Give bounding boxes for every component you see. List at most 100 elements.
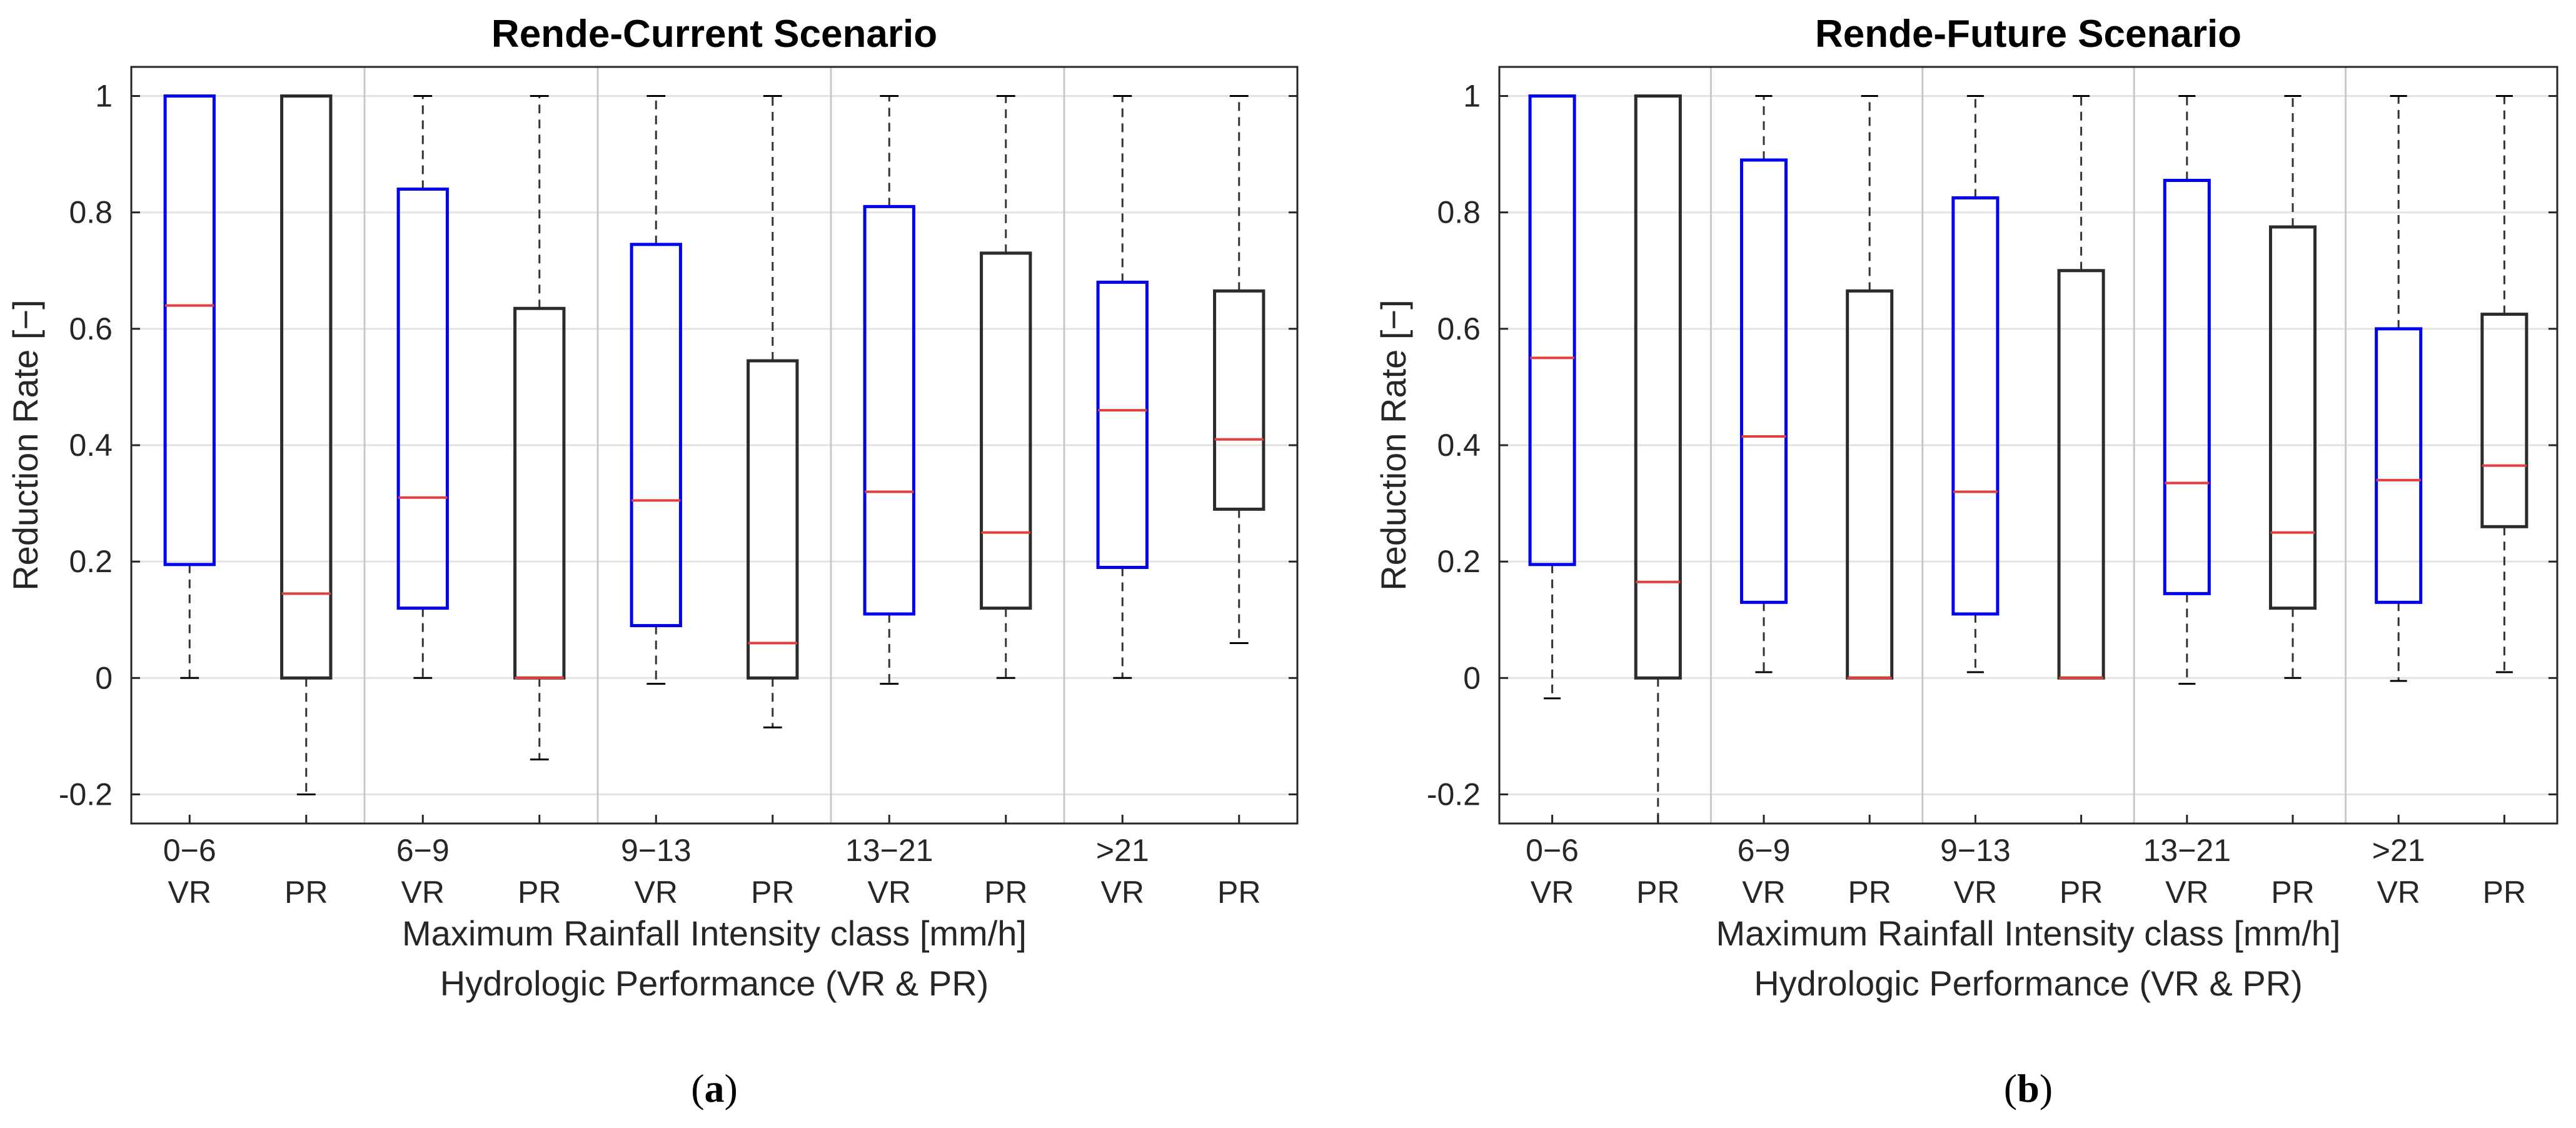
box-vr-group-1	[163, 94, 216, 679]
y-tick-label: 0.8	[1437, 195, 1481, 230]
panel-label-part: (	[691, 1066, 704, 1110]
y-tick-label: 0.8	[69, 195, 113, 230]
box-pr-group-2	[513, 95, 566, 761]
x-class-label: 9−13	[1940, 833, 2011, 868]
chart-panel-a: -0.2 0 0.2 0.4 0.6 0.8 1 0−6 VR PR 6−9 VR PR 9−13 VR PR…	[6, 13, 1299, 1110]
x-class-label: 0−6	[163, 833, 216, 868]
y-tick-label: -0.2	[59, 777, 113, 812]
panel-label-part: b	[2017, 1066, 2040, 1110]
panel-label: (b)	[2004, 1066, 2053, 1110]
box-iqr	[396, 187, 449, 610]
box-iqr	[1634, 94, 1682, 680]
box-iqr	[2057, 269, 2105, 680]
y-tick-label: 0.2	[69, 544, 113, 579]
box-vr-group-2	[1739, 95, 1788, 673]
box-vr-group-4	[2163, 95, 2211, 685]
box-iqr	[513, 306, 566, 680]
box-iqr	[1846, 289, 1894, 680]
chart-title: Rende-Future Scenario	[1815, 13, 2241, 56]
box-vr-group-3	[630, 95, 682, 685]
y-tick-label: 0.6	[1437, 311, 1481, 346]
box-iqr	[280, 94, 333, 680]
x-axis-label: Maximum Rainfall Intensity class [mm/h]	[402, 914, 1027, 953]
x-class-label: 13−21	[845, 833, 933, 868]
box-vr-group-3	[1951, 95, 2000, 673]
box-iqr	[630, 243, 682, 628]
x-class-label: 9−13	[621, 833, 692, 868]
x-box-label: PR	[518, 875, 561, 910]
panel-label-part: (	[2004, 1066, 2017, 1110]
x-box-label: VR	[1531, 875, 1574, 910]
box-pr-group-5	[1213, 95, 1265, 644]
box-pr-group-2	[1846, 95, 1894, 680]
box-pr-group-1	[280, 94, 333, 795]
box-vr-group-5	[1096, 95, 1149, 679]
x-box-label: PR	[1848, 875, 1891, 910]
box-vr-group-4	[863, 95, 915, 685]
x-box-label: VR	[401, 875, 445, 910]
y-tick-label: 0.4	[69, 428, 113, 463]
chart-title: Rende-Current Scenario	[491, 13, 937, 56]
x-box-label: VR	[635, 875, 678, 910]
y-axis-label: Reduction Rate [−]	[6, 300, 45, 590]
x-axis-sublabel: Hydrologic Performance (VR & PR)	[440, 964, 989, 1003]
x-box-label: PR	[284, 875, 328, 910]
panel-label: (a)	[691, 1066, 738, 1110]
x-class-label: >21	[1096, 833, 1149, 868]
panel-label-part: a	[705, 1066, 725, 1110]
x-box-label: PR	[751, 875, 794, 910]
x-class-label: 6−9	[1738, 833, 1791, 868]
chart-panel-b: -0.2 0 0.2 0.4 0.6 0.8 1 0−6 VR PR 6−9 VR PR 9−13 VR PR…	[1374, 13, 2558, 1110]
x-box-label: PR	[2483, 875, 2526, 910]
box-iqr	[2480, 313, 2528, 528]
box-iqr	[980, 251, 1032, 610]
box-pr-group-3	[747, 95, 799, 728]
y-tick-label: 0.2	[1437, 544, 1481, 579]
box-pr-group-1	[1634, 94, 1682, 825]
box-iqr	[1739, 158, 1788, 604]
y-tick-label: 0.6	[69, 311, 113, 346]
y-tick-label: 1	[1463, 79, 1481, 114]
box-pr-group-5	[2480, 95, 2528, 673]
panel-label-part: )	[725, 1066, 738, 1110]
x-box-label: VR	[1954, 875, 1997, 910]
y-tick-label: 0	[95, 660, 113, 695]
x-axis-label: Maximum Rainfall Intensity class [mm/h]	[1716, 914, 2341, 953]
box-iqr	[2268, 225, 2317, 610]
x-box-label: PR	[984, 875, 1027, 910]
box-iqr	[1951, 196, 2000, 616]
box-vr-group-1	[1528, 94, 1576, 700]
box-iqr	[2375, 327, 2423, 604]
box-vr-group-5	[2375, 95, 2423, 682]
x-box-label: PR	[1217, 875, 1260, 910]
box-iqr	[2163, 179, 2211, 595]
y-tick-label: 0	[1463, 660, 1481, 695]
y-axis-label: Reduction Rate [−]	[1374, 300, 1413, 590]
x-class-label: >21	[2372, 833, 2425, 868]
x-class-label: 13−21	[2143, 833, 2231, 868]
box-vr-group-2	[396, 95, 449, 679]
box-iqr	[747, 359, 799, 680]
y-tick-label: -0.2	[1427, 777, 1481, 812]
x-class-label: 6−9	[396, 833, 450, 868]
x-box-label: VR	[1742, 875, 1785, 910]
x-box-label: VR	[168, 875, 211, 910]
x-box-label: VR	[2377, 875, 2420, 910]
x-box-label: VR	[1101, 875, 1144, 910]
panel-label-part: )	[2040, 1066, 2053, 1110]
box-iqr	[1213, 289, 1265, 511]
box-iqr	[163, 94, 216, 567]
box-iqr	[863, 204, 915, 616]
y-tick-label: 0.4	[1437, 428, 1481, 463]
y-tick-label: 1	[95, 79, 113, 114]
box-pr-group-4	[2268, 95, 2317, 679]
box-pr-group-4	[980, 95, 1032, 679]
box-pr-group-3	[2057, 95, 2105, 680]
box-iqr	[1096, 280, 1149, 569]
box-iqr	[1528, 94, 1576, 567]
x-box-label: PR	[2060, 875, 2103, 910]
x-box-label: VR	[868, 875, 911, 910]
x-class-label: 0−6	[1526, 833, 1579, 868]
x-box-label: PR	[1636, 875, 1679, 910]
